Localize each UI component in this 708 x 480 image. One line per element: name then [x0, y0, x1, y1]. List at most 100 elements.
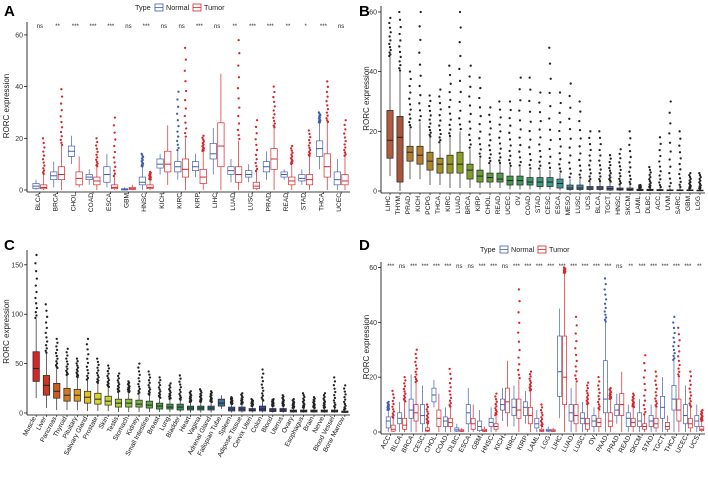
outlier-point	[689, 383, 692, 386]
outlier-point	[185, 127, 188, 130]
box	[114, 372, 123, 413]
outlier-point	[35, 306, 38, 310]
outlier-point	[325, 100, 328, 103]
outlier-point	[237, 64, 240, 67]
outlier-point	[76, 359, 79, 363]
outlier-point	[632, 392, 635, 395]
outlier-point	[255, 158, 258, 161]
significance-label: ***	[661, 264, 669, 270]
outlier-point	[387, 400, 390, 403]
outlier-point	[41, 158, 45, 161]
outlier-point	[468, 95, 471, 98]
legend-item-normal: Normal	[154, 3, 190, 12]
x-tick-label: LUAD	[230, 193, 237, 211]
x-tick-label: UCS	[688, 434, 701, 450]
box	[506, 100, 514, 190]
outlier-point	[414, 360, 417, 364]
outlier-point	[528, 383, 532, 386]
outlier-point	[202, 138, 205, 141]
box-iqr	[156, 158, 164, 169]
outlier-point	[509, 124, 512, 127]
outlier-point	[599, 175, 602, 178]
box	[269, 398, 277, 413]
outlier-point	[574, 377, 578, 381]
box-tumor	[505, 360, 510, 427]
outlier-point	[587, 394, 590, 397]
outlier-point	[658, 148, 661, 152]
outlier-point	[478, 143, 482, 146]
box-normal	[522, 390, 528, 424]
legend-item-tumor: Tumor	[192, 3, 225, 12]
box-iqr	[333, 171, 341, 186]
outlier-point	[291, 155, 294, 158]
outlier-point	[598, 159, 601, 162]
box-tumor	[470, 404, 476, 432]
outlier-point	[598, 172, 601, 175]
outlier-point	[585, 389, 588, 392]
outlier-point	[261, 394, 265, 397]
outlier-point	[415, 367, 418, 370]
y-tick-label: 20	[369, 375, 377, 382]
outlier-point	[519, 99, 522, 102]
outlier-point	[588, 143, 592, 146]
y-tick-label: 40	[369, 320, 377, 327]
outlier-point	[408, 121, 411, 124]
outlier-point	[137, 389, 140, 393]
outlier-point	[425, 414, 429, 417]
significance-label: ***	[267, 24, 275, 30]
box-tumor	[687, 370, 693, 432]
outlier-point	[438, 141, 441, 144]
box-iqr	[406, 145, 414, 162]
outlier-point	[469, 127, 472, 130]
box	[596, 130, 604, 191]
significance-label: ***	[196, 24, 204, 30]
outlier-point	[562, 266, 566, 269]
box-normal	[625, 404, 631, 432]
significance-label: ***	[524, 264, 532, 270]
box-normal	[316, 111, 324, 170]
outlier-point	[138, 380, 141, 383]
outlier-point	[106, 374, 109, 378]
outlier-point	[659, 185, 662, 189]
outlier-point	[603, 310, 606, 313]
outlier-point	[529, 158, 532, 162]
box-iqr	[477, 420, 483, 431]
box-iqr	[682, 404, 688, 425]
box-normal	[85, 169, 93, 185]
outlier-point	[95, 137, 98, 140]
box-tumor	[527, 370, 533, 432]
outlier-point	[478, 137, 481, 140]
legend: Type Normal Tumor	[135, 3, 225, 12]
outlier-point	[96, 366, 99, 369]
outlier-point	[403, 376, 406, 379]
box-iqr	[209, 143, 217, 160]
outlier-point	[469, 64, 472, 67]
outlier-point	[549, 105, 552, 108]
outlier-point	[574, 315, 578, 318]
outlier-point	[236, 87, 240, 90]
box	[456, 10, 464, 189]
box-iqr	[385, 416, 391, 429]
outlier-point	[449, 128, 452, 131]
outlier-point	[569, 154, 572, 157]
outlier-point	[495, 405, 498, 408]
box	[406, 70, 414, 180]
outlier-point	[654, 379, 657, 382]
box	[310, 396, 318, 413]
significance-label: ***	[72, 24, 80, 30]
outlier-point	[575, 359, 578, 363]
outlier-point	[333, 387, 336, 390]
significance-label: ***	[444, 264, 452, 270]
x-tick-label: BLCA	[595, 195, 602, 213]
outlier-point	[179, 383, 182, 386]
outlier-point	[540, 418, 544, 421]
x-tick-label: LIHC	[212, 193, 219, 208]
box	[496, 100, 504, 189]
outlier-point	[398, 18, 402, 21]
outlier-point	[86, 369, 89, 372]
outlier-point	[176, 143, 179, 146]
outlier-point	[678, 144, 681, 147]
outlier-point	[179, 377, 182, 380]
outlier-point	[495, 392, 498, 395]
box	[446, 64, 454, 189]
